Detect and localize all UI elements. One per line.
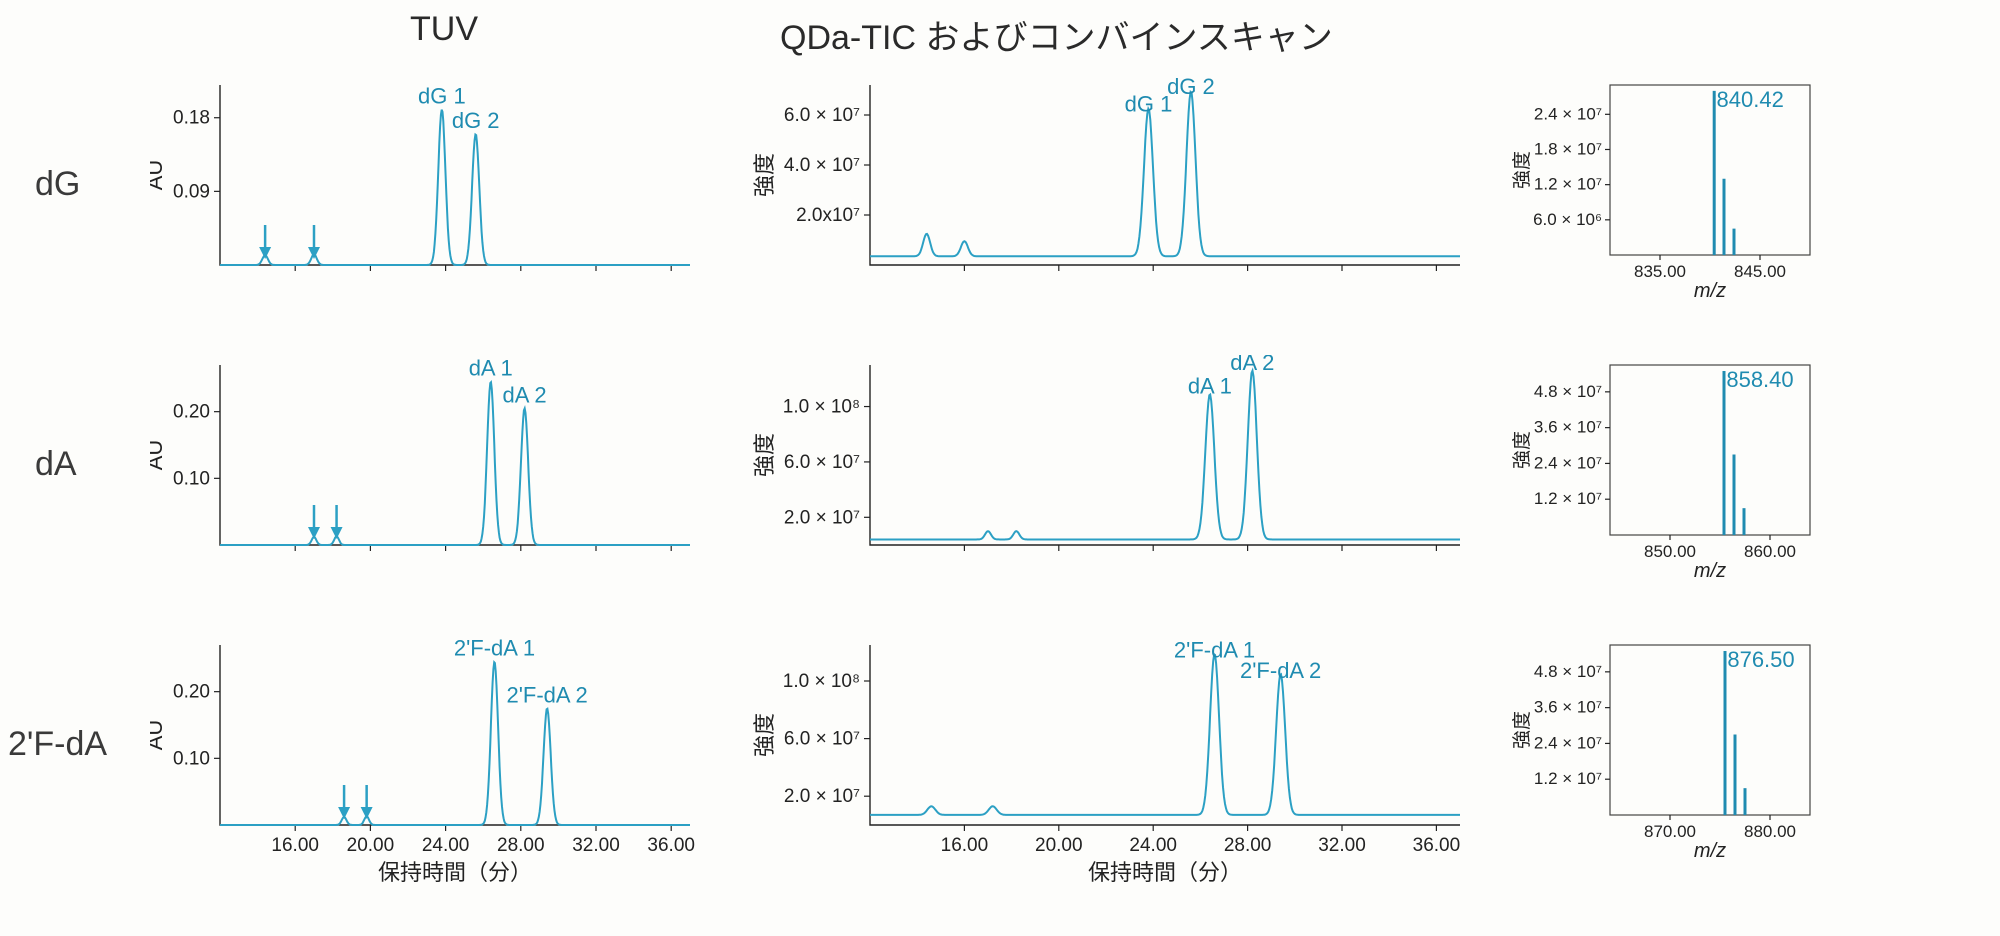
svg-text:2'F-dA 2: 2'F-dA 2	[506, 682, 587, 707]
svg-text:32.00: 32.00	[1318, 835, 1366, 856]
svg-text:16.00: 16.00	[271, 835, 319, 856]
svg-text:20.00: 20.00	[1035, 835, 1083, 856]
svg-text:3.6 × 10⁷: 3.6 × 10⁷	[1534, 698, 1602, 717]
svg-text:1.0 × 10⁸: 1.0 × 10⁸	[783, 397, 860, 418]
svg-text:dA 2: dA 2	[1230, 355, 1274, 375]
svg-text:6.0 × 10⁷: 6.0 × 10⁷	[784, 729, 860, 750]
row-label-dA: dA	[35, 445, 77, 484]
figure-grid: { "layout": { "page_w": 2000, "page_h": …	[0, 0, 2000, 936]
svg-text:保持時間（分）: 保持時間（分）	[378, 860, 532, 885]
svg-text:24.00: 24.00	[1129, 835, 1177, 856]
svg-text:840.42: 840.42	[1717, 87, 1784, 112]
svg-text:AU: AU	[150, 160, 167, 191]
svg-text:m/z: m/z	[1694, 280, 1726, 302]
column-title-tuv: TUV	[410, 10, 478, 49]
svg-text:1.0 × 10⁸: 1.0 × 10⁸	[783, 671, 860, 692]
svg-text:強度: 強度	[1511, 711, 1533, 749]
panel-dG-inset: 6.0 × 10⁶ 1.2 × 10⁷ 1.8 × 10⁷ 2.4 × 10⁷ 835.…	[1510, 75, 1820, 325]
svg-text:AU: AU	[150, 440, 167, 471]
svg-text:dG 2: dG 2	[1167, 75, 1215, 99]
svg-text:6.0 × 10⁷: 6.0 × 10⁷	[784, 105, 860, 126]
svg-text:m/z: m/z	[1694, 560, 1726, 582]
svg-text:36.00: 36.00	[647, 835, 695, 856]
svg-text:876.50: 876.50	[1727, 647, 1794, 672]
svg-text:6.0 × 10⁷: 6.0 × 10⁷	[784, 452, 860, 473]
svg-text:870.00: 870.00	[1644, 822, 1696, 841]
svg-text:0.20: 0.20	[173, 682, 210, 703]
svg-text:強度: 強度	[1511, 151, 1533, 189]
svg-text:880.00: 880.00	[1744, 822, 1796, 841]
svg-text:dA 1: dA 1	[469, 356, 513, 381]
svg-text:dG 2: dG 2	[452, 108, 500, 133]
svg-text:0.09: 0.09	[173, 181, 210, 202]
svg-text:2.4 × 10⁷: 2.4 × 10⁷	[1534, 453, 1602, 472]
svg-text:6.0 × 10⁶: 6.0 × 10⁶	[1533, 210, 1602, 229]
svg-text:強度: 強度	[752, 713, 777, 757]
svg-text:AU: AU	[150, 720, 167, 751]
svg-text:強度: 強度	[1511, 431, 1533, 469]
svg-text:dG 1: dG 1	[418, 84, 466, 109]
svg-text:保持時間（分）: 保持時間（分）	[1088, 860, 1242, 885]
svg-text:2'F-dA 1: 2'F-dA 1	[454, 636, 535, 661]
svg-text:0.20: 0.20	[173, 402, 210, 423]
svg-text:1.8 × 10⁷: 1.8 × 10⁷	[1534, 139, 1602, 158]
panel-dA-inset: 1.2 × 10⁷ 2.4 × 10⁷ 3.6 × 10⁷ 4.8 × 10⁷ 850.…	[1510, 355, 1820, 605]
svg-text:4.0 × 10⁷: 4.0 × 10⁷	[784, 155, 860, 176]
svg-text:2.4 × 10⁷: 2.4 × 10⁷	[1534, 104, 1602, 123]
svg-text:24.00: 24.00	[422, 835, 470, 856]
svg-text:2'F-dA 2: 2'F-dA 2	[1240, 658, 1321, 683]
svg-text:強度: 強度	[752, 153, 777, 197]
svg-text:m/z: m/z	[1694, 840, 1726, 862]
svg-text:1.2 × 10⁷: 1.2 × 10⁷	[1534, 175, 1602, 194]
svg-text:860.00: 860.00	[1744, 542, 1796, 561]
svg-text:28.00: 28.00	[497, 835, 545, 856]
svg-text:0.10: 0.10	[173, 748, 210, 769]
panel-2fda-inset: 1.2 × 10⁷ 2.4 × 10⁷ 3.6 × 10⁷ 4.8 × 10⁷ 870.…	[1510, 635, 1820, 885]
svg-text:dA 2: dA 2	[503, 382, 547, 407]
svg-text:2.4 × 10⁷: 2.4 × 10⁷	[1534, 733, 1602, 752]
svg-text:強度: 強度	[752, 433, 777, 477]
svg-text:0.10: 0.10	[173, 468, 210, 489]
svg-text:28.00: 28.00	[1224, 835, 1272, 856]
svg-text:2.0x10⁷: 2.0x10⁷	[796, 205, 860, 226]
svg-text:850.00: 850.00	[1644, 542, 1696, 561]
svg-text:dG 1: dG 1	[1125, 92, 1173, 117]
svg-text:858.40: 858.40	[1726, 367, 1793, 392]
svg-text:20.00: 20.00	[347, 835, 395, 856]
panel-2fda-qda: 16.0020.0024.0028.0032.0036.00保持時間（分）2.0…	[750, 635, 1470, 855]
svg-text:1.2 × 10⁷: 1.2 × 10⁷	[1534, 489, 1602, 508]
panel-dG-tuv: 0.09 0.18 AU dG 1dG 2	[150, 75, 700, 295]
svg-text:4.8 × 10⁷: 4.8 × 10⁷	[1534, 382, 1602, 401]
svg-text:0.18: 0.18	[173, 108, 210, 129]
panel-2fda-tuv: 16.0020.0024.0028.0032.0036.00保持時間（分）0.1…	[150, 635, 700, 855]
svg-text:835.00: 835.00	[1634, 262, 1686, 281]
svg-text:36.00: 36.00	[1413, 835, 1461, 856]
svg-text:2.0 × 10⁷: 2.0 × 10⁷	[784, 507, 860, 528]
svg-text:1.2 × 10⁷: 1.2 × 10⁷	[1534, 769, 1602, 788]
column-title-qda: QDa-TIC およびコンバインスキャン	[780, 10, 1333, 59]
svg-text:3.6 × 10⁷: 3.6 × 10⁷	[1534, 418, 1602, 437]
row-label-2fda: 2'F-dA	[8, 725, 107, 764]
svg-text:dA 1: dA 1	[1188, 374, 1232, 399]
svg-text:16.00: 16.00	[941, 835, 989, 856]
svg-text:4.8 × 10⁷: 4.8 × 10⁷	[1534, 662, 1602, 681]
panel-dA-qda: 2.0 × 10⁷ 6.0 × 10⁷ 1.0 × 10⁸ 強度 dA 1dA 2	[750, 355, 1470, 575]
panel-dA-tuv: 0.10 0.20 AU dA 1dA 2	[150, 355, 700, 575]
svg-text:2.0 × 10⁷: 2.0 × 10⁷	[784, 786, 860, 807]
row-label-dG: dG	[35, 165, 80, 204]
svg-text:32.00: 32.00	[572, 835, 620, 856]
svg-text:845.00: 845.00	[1734, 262, 1786, 281]
panel-dG-qda: 2.0x10⁷ 4.0 × 10⁷ 6.0 × 10⁷ 強度 dG 1dG 2	[750, 75, 1470, 295]
